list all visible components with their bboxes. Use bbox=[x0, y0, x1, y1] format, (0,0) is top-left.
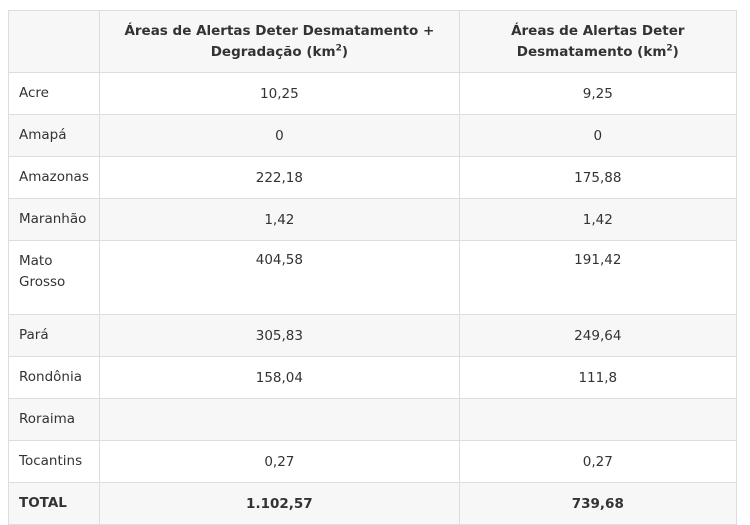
table-row: Maranhão 1,42 1,42 bbox=[7, 198, 738, 241]
value-a-cell: 404,58 bbox=[99, 240, 460, 315]
value-a-cell: 305,83 bbox=[99, 314, 460, 357]
table-row: Rondônia 158,04 111,8 bbox=[7, 356, 738, 399]
total-label: TOTAL bbox=[7, 482, 101, 525]
total-row: TOTAL 1.102,57 739,68 bbox=[7, 482, 738, 525]
header-a-text: Áreas de Alertas Deter Desmatamento + De… bbox=[124, 22, 435, 60]
value-b-cell: 0,27 bbox=[458, 440, 738, 483]
header-deforestation: Áreas de Alertas Deter Desmatamento (km2… bbox=[458, 10, 738, 73]
state-cell: Acre bbox=[7, 72, 101, 115]
value-b-cell: 1,42 bbox=[458, 198, 738, 241]
state-cell: Amazonas bbox=[7, 156, 101, 199]
header-b-sup: 2 bbox=[666, 43, 673, 53]
value-a-cell: 0 bbox=[99, 114, 460, 157]
value-a-cell: 222,18 bbox=[99, 156, 460, 199]
table-row: Acre 10,25 9,25 bbox=[7, 72, 738, 115]
value-a-cell: 10,25 bbox=[99, 72, 460, 115]
table-row: Amapá 0 0 bbox=[7, 114, 738, 157]
total-a-cell: 1.102,57 bbox=[99, 482, 460, 525]
value-b-cell: 9,25 bbox=[458, 72, 738, 115]
header-b-text: Áreas de Alertas Deter Desmatamento (km bbox=[511, 22, 685, 60]
value-a-cell: 0,27 bbox=[99, 440, 460, 483]
value-b-cell: 175,88 bbox=[458, 156, 738, 199]
header-a-sup: 2 bbox=[335, 43, 342, 53]
state-cell: Amapá bbox=[7, 114, 101, 157]
header-b-close: ) bbox=[672, 43, 679, 60]
deter-alerts-table: Áreas de Alertas Deter Desmatamento + De… bbox=[7, 10, 738, 525]
value-b-cell: 0 bbox=[458, 114, 738, 157]
total-b-cell: 739,68 bbox=[458, 482, 738, 525]
table-row: Pará 305,83 249,64 bbox=[7, 314, 738, 357]
value-a-cell: 1,42 bbox=[99, 198, 460, 241]
header-deforestation-degradation: Áreas de Alertas Deter Desmatamento + De… bbox=[99, 10, 460, 73]
value-a-cell bbox=[99, 398, 460, 441]
value-b-cell: 111,8 bbox=[458, 356, 738, 399]
table-row: Roraima bbox=[7, 398, 738, 441]
value-b-cell bbox=[458, 398, 738, 441]
table-header-row: Áreas de Alertas Deter Desmatamento + De… bbox=[7, 10, 738, 73]
value-b-cell: 191,42 bbox=[458, 240, 738, 315]
state-cell: Maranhão bbox=[7, 198, 101, 241]
value-b-cell: 249,64 bbox=[458, 314, 738, 357]
header-a-close: ) bbox=[341, 43, 349, 60]
state-cell: Pará bbox=[7, 314, 101, 357]
state-cell: Roraima bbox=[7, 398, 101, 441]
table-row: Mato Grosso 404,58 191,42 bbox=[7, 240, 738, 315]
table-row: Tocantins 0,27 0,27 bbox=[7, 440, 738, 483]
table-row: Amazonas 222,18 175,88 bbox=[7, 156, 738, 199]
state-cell: Tocantins bbox=[7, 440, 101, 483]
value-a-cell: 158,04 bbox=[99, 356, 460, 399]
state-cell: Mato Grosso bbox=[7, 240, 101, 315]
state-cell: Rondônia bbox=[7, 356, 101, 399]
header-state bbox=[7, 10, 101, 73]
